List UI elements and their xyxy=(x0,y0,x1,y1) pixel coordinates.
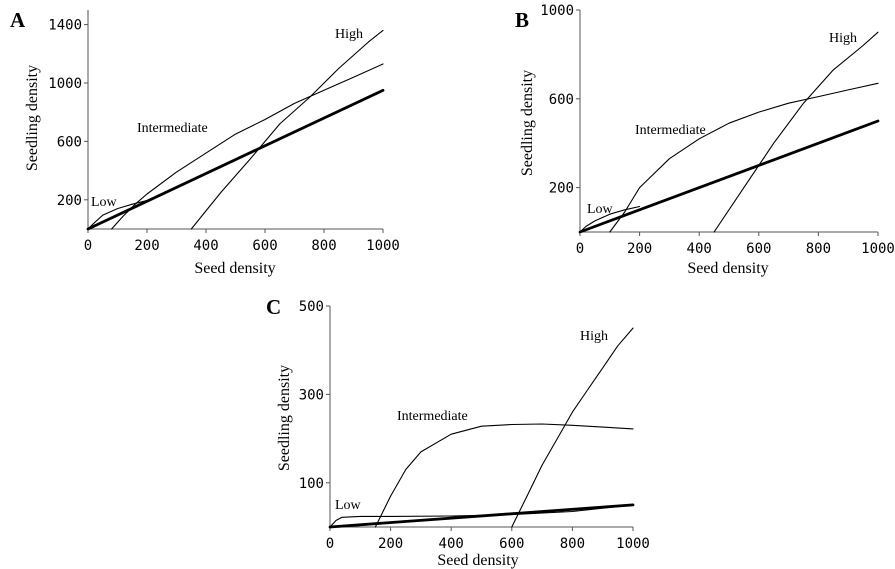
x-tick-label: 800 xyxy=(806,241,831,257)
x-tick-label: 400 xyxy=(687,241,712,257)
x-tick-label: 0 xyxy=(326,536,334,552)
x-tick-label: 0 xyxy=(576,241,584,257)
x-axis-title: Seed density xyxy=(687,260,768,277)
series-line-reference xyxy=(86,88,385,231)
x-tick-label: 1000 xyxy=(366,238,400,254)
curve-label-intermediate: Intermediate xyxy=(635,123,706,138)
x-tick-label: 800 xyxy=(560,536,585,552)
y-tick-label: 100 xyxy=(299,476,324,492)
series-line-intermediate xyxy=(111,63,384,230)
x-axis-title: Seed density xyxy=(194,260,275,277)
y-tick-label: 1400 xyxy=(48,18,82,34)
panel-c: C Seed density Seedling density Low Inte… xyxy=(266,295,650,569)
y-tick-label: 200 xyxy=(57,193,82,209)
x-tick-label: 600 xyxy=(499,536,524,552)
x-tick-label: 200 xyxy=(627,241,652,257)
curve-label-intermediate: Intermediate xyxy=(397,409,468,424)
series-line-low xyxy=(87,199,148,230)
x-tick-label: 1000 xyxy=(616,536,650,552)
panel-a: A Seed density Seedling density Low Inte… xyxy=(10,8,400,277)
panel-letter-a: A xyxy=(10,8,26,32)
x-tick-label: 800 xyxy=(311,238,336,254)
x-tick-label: 200 xyxy=(378,536,403,552)
x-tick-label: 200 xyxy=(134,238,159,254)
y-axis-title: Seedling density xyxy=(519,70,536,176)
series-line-high xyxy=(190,29,384,230)
x-tick-label: 600 xyxy=(252,238,277,254)
panel-b: B Seed density Seedling density Low Inte… xyxy=(515,3,895,277)
curve-label-low: Low xyxy=(587,202,614,217)
x-tick-label: 1000 xyxy=(861,241,895,257)
curve-label-low: Low xyxy=(91,195,118,210)
y-tick-label: 1000 xyxy=(48,76,82,92)
panel-letter-c: C xyxy=(266,295,281,319)
panel-letter-b: B xyxy=(515,8,529,32)
series-line-reference xyxy=(578,119,880,234)
x-tick-label: 400 xyxy=(439,536,464,552)
y-tick-label: 300 xyxy=(299,387,324,403)
series-line-low xyxy=(329,504,634,528)
curve-label-high: High xyxy=(829,31,857,46)
curve-label-low: Low xyxy=(335,498,362,513)
y-tick-label: 500 xyxy=(299,299,324,315)
y-tick-label: 200 xyxy=(549,181,574,197)
curve-label-high: High xyxy=(335,27,363,42)
series-line-reference xyxy=(328,503,635,529)
series-line-high xyxy=(713,31,879,233)
y-tick-label: 1000 xyxy=(540,3,574,19)
y-tick-label: 600 xyxy=(57,134,82,150)
y-axis-title: Seedling density xyxy=(24,65,41,171)
y-tick-label: 600 xyxy=(549,92,574,108)
series-line-intermediate xyxy=(609,82,879,233)
series-line-intermediate xyxy=(374,423,634,528)
x-tick-label: 0 xyxy=(84,238,92,254)
y-axis-title: Seedling density xyxy=(276,365,293,471)
x-tick-label: 600 xyxy=(746,241,771,257)
x-tick-label: 400 xyxy=(193,238,218,254)
series-line-high xyxy=(511,327,634,528)
x-axis-title: Seed density xyxy=(437,552,518,569)
curve-label-intermediate: Intermediate xyxy=(137,121,208,136)
curve-label-high: High xyxy=(580,329,608,344)
series-line-low xyxy=(579,205,641,233)
